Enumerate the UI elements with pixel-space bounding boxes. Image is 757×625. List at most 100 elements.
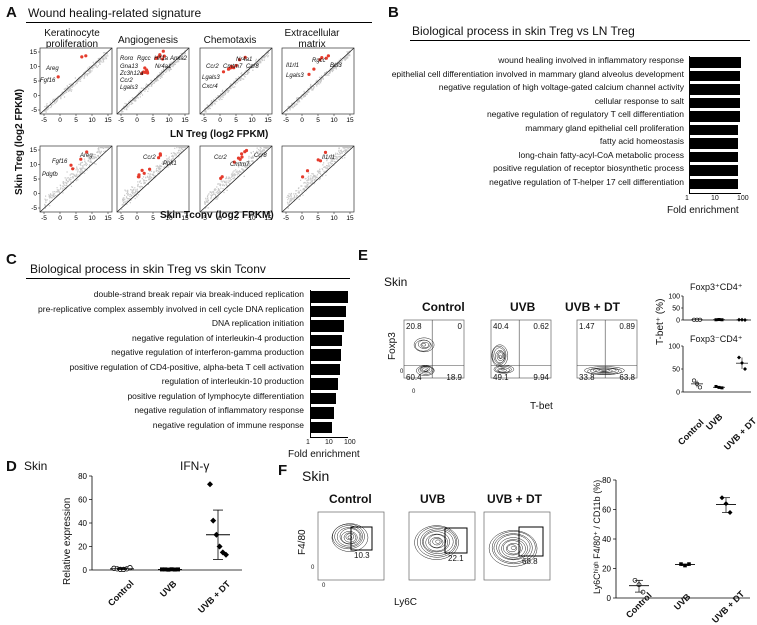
facs-plot xyxy=(403,319,465,379)
y-tick-label: 0 xyxy=(676,390,680,397)
contour xyxy=(432,537,442,546)
panel-e-zero-x: 0 xyxy=(412,389,416,395)
x-tick-label: -5 xyxy=(41,117,47,124)
panel-d-tissue: Skin xyxy=(24,459,48,473)
panel-f-zero-x: 0 xyxy=(322,583,326,589)
go-term-label: fatty acid homeostasis xyxy=(599,136,684,146)
quadrant-value: 60.4 xyxy=(406,373,422,382)
x-tick-label: 0 xyxy=(135,215,139,222)
diagonal-line xyxy=(281,145,355,213)
go-bar xyxy=(310,305,347,317)
contour xyxy=(496,534,531,561)
quadrant-value: 49.1 xyxy=(493,373,509,382)
panel-e-xaxis: T-bet xyxy=(530,401,553,412)
y-tick-label: 5 xyxy=(33,78,37,85)
gene-point xyxy=(323,150,328,154)
gene-point xyxy=(307,72,311,76)
gene-label: Lgals3 xyxy=(286,73,304,79)
panel-e-tissue: Skin xyxy=(384,275,408,289)
x-tick-label: 15 xyxy=(264,215,272,222)
data-point xyxy=(743,367,747,371)
y-axis xyxy=(689,56,690,193)
go-term-label: negative regulation of interferon-gamma … xyxy=(111,347,304,357)
quadrant-value: 20.8 xyxy=(406,322,422,331)
gene-label: Zc3h12a xyxy=(120,71,144,77)
gene-label: Cxcr4 xyxy=(202,84,218,90)
gene-label: Lgals3 xyxy=(202,75,220,81)
go-bar xyxy=(689,70,741,81)
go-bar xyxy=(689,57,741,68)
gene-point xyxy=(155,56,159,60)
y-tick-label: 0 xyxy=(83,566,88,575)
panel-a-label: A xyxy=(6,4,17,21)
y-tick-label: 10 xyxy=(30,162,38,169)
panel-e-cond-1: UVB xyxy=(510,300,536,314)
gene-point xyxy=(232,160,236,164)
contour xyxy=(493,347,506,364)
contour xyxy=(422,529,454,554)
y-tick-label: 60 xyxy=(602,506,611,515)
panel-c-label: C xyxy=(6,251,17,268)
y-tick-label: 0 xyxy=(607,594,612,603)
gene-label: Bcl3 xyxy=(330,63,342,69)
gene-point xyxy=(157,156,161,160)
x-tick-label: 0 xyxy=(300,117,304,124)
contour xyxy=(488,530,538,567)
x-tick-label: 5 xyxy=(74,117,78,124)
contour xyxy=(345,533,355,541)
x-tick-label: 10 xyxy=(165,215,173,222)
go-term-label: regulation of interleukin-10 production xyxy=(161,376,304,386)
panel-f-xaxis: Ly6C xyxy=(394,597,417,608)
contour xyxy=(347,535,353,540)
contour xyxy=(429,537,444,548)
gene-label: Ccr8 xyxy=(246,64,259,70)
gene-label: Ccr2 xyxy=(214,155,227,161)
contour xyxy=(491,345,507,366)
x-tick-label: 5 xyxy=(74,215,78,222)
gene-point xyxy=(80,55,84,59)
gene-label: Areg xyxy=(46,66,59,72)
panel-f-tissue: Skin xyxy=(302,468,330,484)
gene-label: Ccr2 xyxy=(120,78,133,84)
x-tick-label: 5 xyxy=(234,215,238,222)
x-tick-label: 5 xyxy=(151,117,155,124)
scatter-cloud xyxy=(204,147,269,209)
gene-point xyxy=(232,66,236,70)
gene-label: Fgf16 xyxy=(52,159,68,165)
gate-value: 22.1 xyxy=(448,554,464,563)
scatter-cloud xyxy=(121,147,186,213)
gene-point xyxy=(142,171,146,175)
gene-point xyxy=(240,155,244,159)
gene-point xyxy=(145,70,149,74)
go-term-label: epithelial cell differentiation involved… xyxy=(391,68,684,79)
scatter-cloud xyxy=(44,52,109,113)
panel-f-cond-2: UVB + DT xyxy=(487,492,543,506)
panel-e-top-title: Foxp3⁺CD4⁺ xyxy=(690,282,743,292)
gene-point xyxy=(237,58,242,62)
quadrant-value: 0 xyxy=(457,322,462,331)
gene-point xyxy=(219,176,223,180)
gate-value: 68.8 xyxy=(522,557,538,566)
diagonal-line xyxy=(116,47,190,115)
contour xyxy=(418,365,434,375)
contour xyxy=(420,366,431,373)
contour xyxy=(510,545,517,550)
data-point xyxy=(210,517,217,524)
x-tick-label: -5 xyxy=(201,117,207,124)
y-tick-label: 0 xyxy=(33,191,37,198)
gene-point xyxy=(56,75,60,79)
gene-point xyxy=(324,56,328,60)
facs-plot xyxy=(408,511,476,581)
go-bar xyxy=(689,111,740,122)
facs-plot xyxy=(317,511,385,581)
x-tick-label: -5 xyxy=(283,215,289,222)
gene-point xyxy=(305,169,310,173)
go-term-label: double-strand break repair via break-ind… xyxy=(93,289,304,299)
data-point xyxy=(223,551,229,558)
gene-point xyxy=(140,168,144,172)
contour xyxy=(331,523,369,552)
